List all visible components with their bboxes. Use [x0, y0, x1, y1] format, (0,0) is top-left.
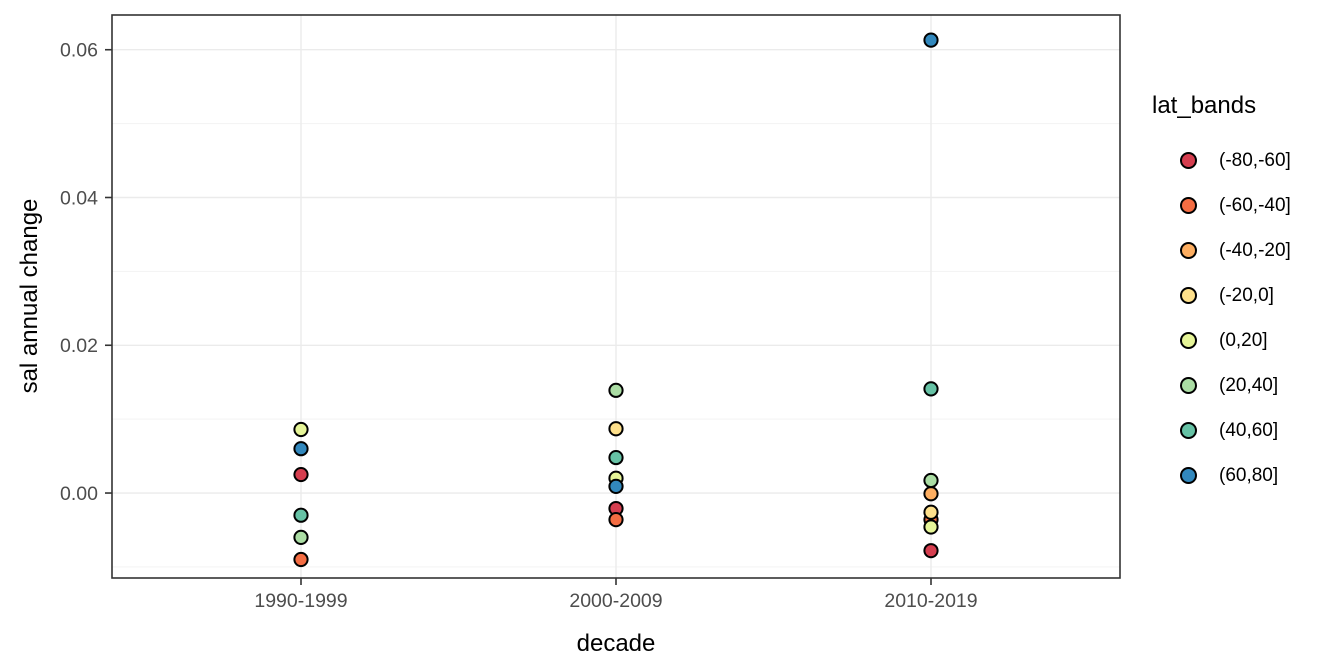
legend-marker-icon [1180, 197, 1197, 214]
data-point-band5-1990-1999 [293, 529, 309, 545]
legend-item: (0,20] [1152, 318, 1342, 363]
data-point-band1-1990-1999 [293, 551, 309, 568]
data-point-band4-2010-2019 [923, 519, 939, 535]
legend-label: (-40,-20] [1219, 239, 1291, 261]
legend-item: (20,40] [1152, 363, 1342, 408]
data-point-band3-2000-2009 [608, 421, 624, 437]
legend-marker-icon [1180, 152, 1197, 169]
legend-marker-icon [1180, 287, 1197, 304]
data-point-band4-1990-1999 [293, 421, 309, 438]
x-tick-label: 2010-2019 [884, 590, 977, 612]
data-point-band1-2000-2009 [608, 512, 624, 528]
y-axis-title: sal annual change [16, 198, 43, 394]
legend-marker-icon [1180, 377, 1197, 394]
data-point-band5-2000-2009 [608, 382, 624, 398]
legend-label: (40,60] [1219, 419, 1279, 441]
legend-item: (-40,-20] [1152, 228, 1342, 273]
y-tick-label: 0.00 [60, 483, 98, 505]
y-tick-label: 0.06 [60, 40, 98, 62]
legend-label: (-20,0] [1219, 284, 1274, 306]
y-tick-label: 0.02 [60, 335, 98, 357]
legend-marker-icon [1180, 242, 1197, 259]
legend-title: lat_bands [1152, 92, 1257, 119]
legend-item: (-20,0] [1152, 273, 1342, 318]
data-point-band6-2010-2019 [923, 381, 939, 397]
legend-marker-icon [1180, 422, 1197, 439]
legend-marker-icon [1180, 467, 1197, 484]
x-tick-label: 2000-2009 [569, 590, 662, 612]
data-point-band6-1990-1999 [293, 507, 309, 523]
x-axis-title: decade [576, 630, 656, 657]
legend-item: (40,60] [1152, 408, 1342, 453]
legend-label: (0,20] [1219, 329, 1268, 351]
data-point-band7-2000-2009 [608, 478, 624, 494]
legend-item: (-60,-40] [1152, 183, 1342, 228]
data-point-band5-2010-2019 [923, 472, 939, 489]
x-tick-label: 1990-1999 [254, 590, 347, 612]
data-point-band6-2000-2009 [608, 449, 624, 466]
legend-item: (-80,-60] [1152, 138, 1342, 183]
data-point-band7-2010-2019 [923, 32, 939, 48]
data-point-band7-1990-1999 [293, 441, 309, 457]
data-point-band3-2010-2019 [923, 504, 939, 520]
legend-marker-icon [1180, 332, 1197, 349]
data-point-band0-2010-2019 [923, 543, 939, 559]
y-tick-label: 0.04 [60, 187, 98, 209]
data-point-band2-2010-2019 [923, 486, 939, 502]
legend: lat_bands (-80,-60] (-60,-40] (-40,-20] (-2… [1152, 92, 1342, 498]
legend-label: (20,40] [1219, 374, 1279, 396]
legend-label: (-60,-40] [1219, 194, 1291, 216]
legend-label: (60,80] [1219, 464, 1279, 486]
legend-items: (-80,-60] (-60,-40] (-40,-20] (-20,0] (0,20]… [1152, 138, 1342, 498]
legend-label: (-80,-60] [1219, 149, 1291, 171]
data-point-band0-1990-1999 [293, 466, 309, 483]
legend-item: (60,80] [1152, 453, 1342, 498]
